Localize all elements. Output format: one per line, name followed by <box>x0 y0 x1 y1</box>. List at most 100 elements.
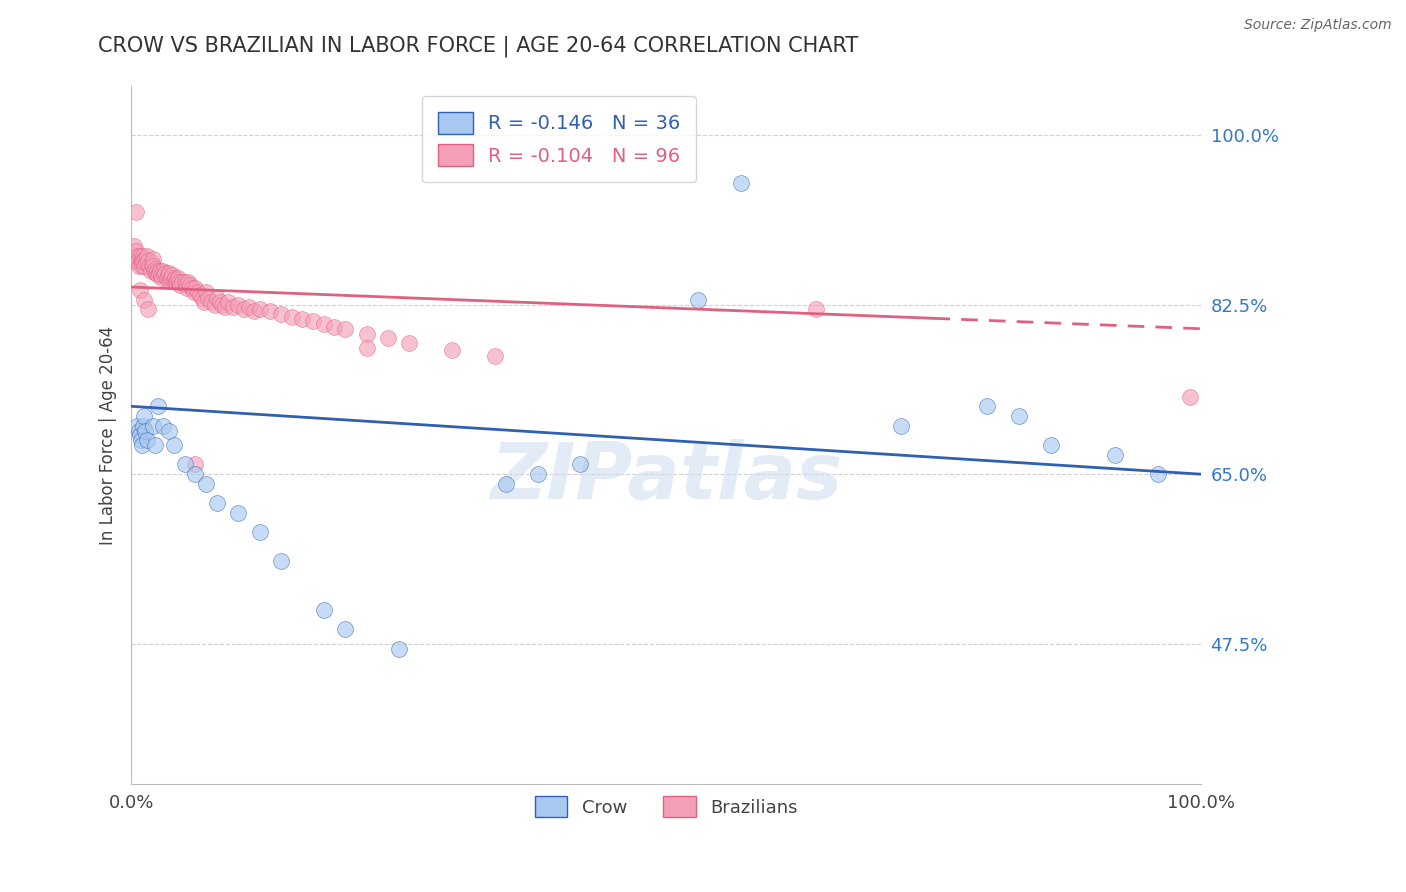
Point <box>157 266 180 280</box>
Point <box>243 304 266 318</box>
Point <box>226 297 249 311</box>
Point <box>124 205 146 219</box>
Point <box>165 275 187 289</box>
Point <box>1008 409 1031 423</box>
Point <box>156 268 179 283</box>
Point <box>188 288 211 302</box>
Point <box>128 249 150 263</box>
Point <box>232 302 254 317</box>
Point <box>688 293 710 307</box>
Point <box>170 275 193 289</box>
Point <box>249 302 271 317</box>
Point <box>1178 390 1201 404</box>
Legend: Crow, Brazilians: Crow, Brazilians <box>527 789 804 824</box>
Point <box>136 434 159 448</box>
Point <box>155 266 177 280</box>
Point <box>139 263 162 277</box>
Point <box>377 331 399 345</box>
Point <box>205 496 228 510</box>
Point <box>323 319 346 334</box>
Point <box>356 341 378 355</box>
Point <box>238 301 260 315</box>
Point <box>280 310 302 325</box>
Point <box>128 424 150 438</box>
Point <box>124 244 146 259</box>
Point <box>159 271 181 285</box>
Point <box>270 554 292 568</box>
Point <box>128 259 150 273</box>
Point <box>356 326 378 341</box>
Point <box>129 434 152 448</box>
Point <box>142 263 165 277</box>
Point <box>143 261 166 276</box>
Point <box>129 253 152 268</box>
Point <box>142 259 165 273</box>
Point <box>193 294 215 309</box>
Point <box>138 302 160 317</box>
Point <box>197 291 219 305</box>
Point <box>205 291 228 305</box>
Point <box>142 418 165 433</box>
Point <box>146 263 169 277</box>
Point <box>160 268 183 283</box>
Point <box>132 253 155 268</box>
Point <box>484 349 506 363</box>
Point <box>730 177 752 191</box>
Point <box>150 268 173 283</box>
Point <box>165 271 187 285</box>
Point <box>141 256 163 270</box>
Point <box>398 336 420 351</box>
Point <box>249 525 271 540</box>
Point <box>291 312 314 326</box>
Point <box>134 252 156 266</box>
Point <box>146 400 169 414</box>
Point <box>149 263 172 277</box>
Point <box>388 641 411 656</box>
Point <box>125 418 148 433</box>
Point <box>226 506 249 520</box>
Point <box>132 259 155 273</box>
Text: ZIPatlas: ZIPatlas <box>489 439 842 516</box>
Point <box>142 252 165 266</box>
Point <box>312 603 335 617</box>
Point <box>146 268 169 283</box>
Point <box>122 253 145 268</box>
Point <box>804 302 827 317</box>
Point <box>132 409 155 423</box>
Point <box>167 271 190 285</box>
Point <box>495 476 517 491</box>
Point <box>153 268 176 283</box>
Point <box>145 266 167 280</box>
Point <box>333 322 356 336</box>
Point <box>136 249 159 263</box>
Point <box>159 273 181 287</box>
Point <box>222 301 245 315</box>
Point <box>135 256 157 270</box>
Point <box>138 253 160 268</box>
Point <box>211 297 233 311</box>
Point <box>134 424 156 438</box>
Point <box>181 281 204 295</box>
Point <box>208 294 231 309</box>
Point <box>148 266 170 280</box>
Point <box>157 424 180 438</box>
Point <box>184 458 207 472</box>
Point <box>1147 467 1170 482</box>
Point <box>217 294 239 309</box>
Point <box>132 293 155 307</box>
Point <box>195 285 218 299</box>
Point <box>1040 438 1063 452</box>
Point <box>163 438 186 452</box>
Point <box>179 278 201 293</box>
Point <box>200 294 222 309</box>
Point <box>526 467 548 482</box>
Point <box>204 297 226 311</box>
Point <box>214 301 236 315</box>
Point <box>191 291 214 305</box>
Point <box>131 253 153 268</box>
Point <box>441 343 464 357</box>
Text: CROW VS BRAZILIAN IN LABOR FORCE | AGE 20-64 CORRELATION CHART: CROW VS BRAZILIAN IN LABOR FORCE | AGE 2… <box>98 36 859 57</box>
Point <box>169 278 191 293</box>
Point <box>127 253 149 268</box>
Point <box>184 281 207 295</box>
